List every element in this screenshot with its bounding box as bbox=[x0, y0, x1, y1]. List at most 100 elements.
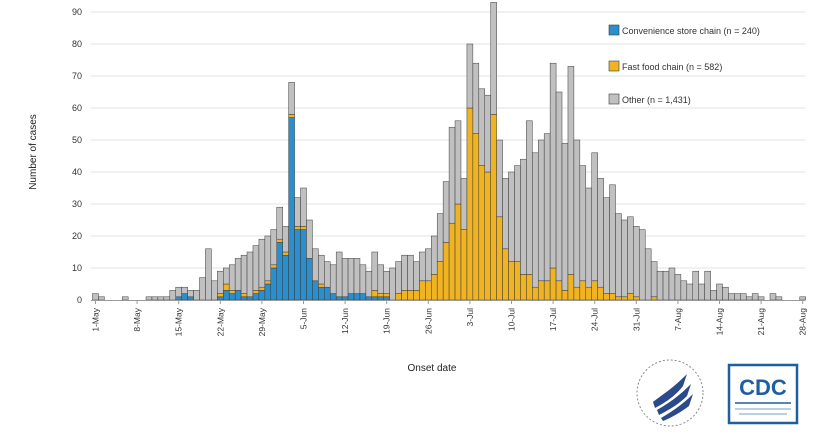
bar-segment bbox=[633, 226, 640, 298]
x-tick-label: 1-May bbox=[91, 307, 101, 331]
bar-segment bbox=[395, 293, 402, 301]
x-tick-label: 22-May bbox=[215, 307, 225, 336]
bar-segment bbox=[234, 258, 242, 291]
bar-segment bbox=[223, 267, 230, 285]
bar-segment bbox=[484, 94, 491, 173]
x-tick-label: 29-May bbox=[257, 307, 267, 336]
bar-segment bbox=[270, 264, 277, 269]
bar-segment bbox=[627, 216, 634, 294]
bar-segment bbox=[276, 206, 283, 240]
bar-segment bbox=[490, 2, 497, 115]
bar-segment bbox=[211, 280, 218, 301]
legend-label: Convenience store chain (n = 240) bbox=[622, 26, 760, 36]
bar-segment bbox=[627, 293, 634, 301]
bar-segment bbox=[621, 219, 628, 298]
x-tick-label: 26-Jun bbox=[423, 308, 433, 334]
bar-segment bbox=[710, 290, 717, 301]
bar-segment bbox=[276, 242, 283, 301]
y-tick-label: 30 bbox=[72, 199, 82, 209]
y-tick-label: 80 bbox=[72, 39, 82, 49]
bar-segment bbox=[419, 280, 426, 301]
bar-segment bbox=[377, 293, 384, 298]
bar-segment bbox=[454, 203, 462, 301]
bar-segment bbox=[698, 283, 705, 301]
bar-segment bbox=[276, 238, 283, 243]
bar-segment bbox=[514, 165, 521, 262]
bar-segment bbox=[591, 152, 598, 282]
bar-segment bbox=[329, 264, 337, 294]
bar-segment bbox=[728, 293, 735, 301]
bar-segment bbox=[270, 267, 277, 301]
bar-segment bbox=[389, 267, 396, 301]
bar-segment bbox=[775, 296, 783, 301]
y-tick-label: 50 bbox=[72, 135, 82, 145]
svg-text:CDC: CDC bbox=[739, 375, 787, 400]
bar-segment bbox=[312, 248, 319, 282]
bar-segment bbox=[431, 274, 438, 301]
bar-segment bbox=[436, 261, 444, 301]
bar-segment bbox=[769, 293, 777, 301]
bar-segment bbox=[300, 226, 307, 230]
y-tick-label: 10 bbox=[72, 263, 82, 273]
bar-segment bbox=[300, 187, 307, 227]
bar-segment bbox=[466, 43, 474, 109]
bar-segment bbox=[549, 62, 557, 269]
bar-segment bbox=[407, 290, 414, 301]
bar-segment bbox=[288, 82, 295, 115]
bar-segment bbox=[502, 178, 509, 250]
bar-segment bbox=[294, 229, 301, 301]
bar-segment bbox=[223, 290, 230, 301]
bar-segment bbox=[217, 296, 224, 301]
bar-segment bbox=[294, 197, 301, 227]
bar-segment bbox=[419, 251, 426, 282]
bar-segment bbox=[175, 286, 182, 298]
bar-segment bbox=[591, 280, 598, 301]
bar-segment bbox=[543, 280, 551, 301]
bar-segment bbox=[555, 280, 563, 301]
bar-segment bbox=[228, 293, 236, 301]
x-axis-label: Onset date bbox=[408, 363, 457, 374]
bar-segment bbox=[377, 296, 384, 301]
y-tick-label: 70 bbox=[72, 71, 82, 81]
bar-segment bbox=[508, 171, 515, 262]
bar-segment bbox=[187, 296, 194, 301]
bar-segment bbox=[650, 296, 658, 301]
bar-segment bbox=[353, 258, 361, 294]
bar-segment bbox=[246, 296, 254, 301]
bar-segment bbox=[383, 296, 390, 301]
bar-segment bbox=[472, 133, 480, 301]
bar-segment bbox=[555, 91, 563, 282]
bar-segment bbox=[228, 290, 236, 294]
bar-segment bbox=[306, 219, 313, 259]
bar-segment bbox=[347, 293, 355, 301]
bar-segment bbox=[395, 261, 402, 294]
bar-segment bbox=[573, 286, 581, 301]
bar-segment bbox=[181, 286, 188, 294]
gridlines bbox=[91, 11, 805, 269]
bar-segment bbox=[644, 248, 652, 301]
bar-segment bbox=[532, 152, 539, 288]
bar-segment bbox=[223, 283, 230, 291]
bar-segment bbox=[431, 235, 438, 275]
bar-segment bbox=[383, 270, 390, 294]
bar-segment bbox=[312, 280, 319, 301]
bar-segment bbox=[341, 258, 349, 298]
bar-segment bbox=[151, 296, 159, 301]
bar-segment bbox=[157, 296, 165, 301]
bar-segment bbox=[407, 254, 414, 291]
x-tick-label: 8-May bbox=[132, 307, 142, 331]
bar-segment bbox=[341, 296, 349, 301]
bar-segment bbox=[413, 290, 420, 301]
bar-segment bbox=[205, 248, 212, 301]
bar-segment bbox=[526, 120, 533, 275]
bar-segment bbox=[306, 258, 313, 301]
bar-segment bbox=[442, 242, 450, 301]
bar-segment bbox=[460, 229, 468, 301]
bar-segment bbox=[537, 139, 545, 282]
bar-segment bbox=[472, 62, 480, 134]
bar-segment bbox=[318, 283, 325, 288]
bar-segment bbox=[252, 293, 260, 301]
y-tick-label: 20 bbox=[72, 231, 82, 241]
legend: Convenience store chain (n = 240) Fast fo… bbox=[608, 24, 760, 105]
bar-segment bbox=[674, 274, 682, 301]
